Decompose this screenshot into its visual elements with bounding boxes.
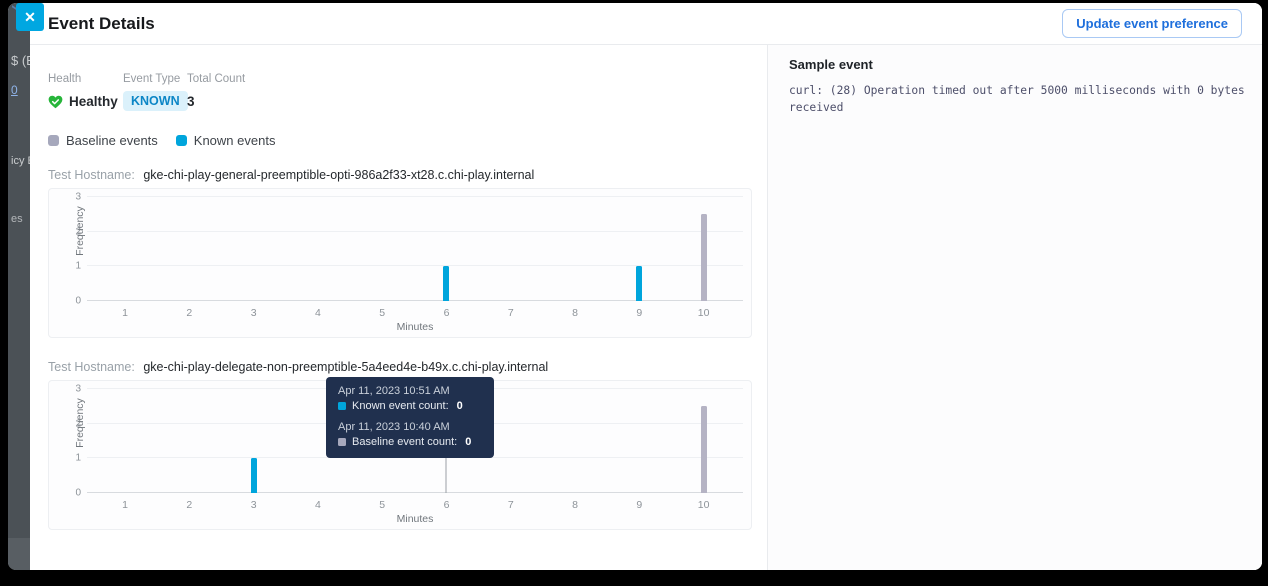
event-details-modal: Event Details Update event preference He… <box>30 3 1262 570</box>
y-axis-tick: 2 <box>75 226 81 238</box>
total-count-value: 3 <box>187 94 195 109</box>
modal-header: Event Details Update event preference <box>30 3 1262 45</box>
gridline <box>87 230 743 232</box>
x-axis-tick: 10 <box>697 499 710 511</box>
total-count-label: Total Count <box>187 73 246 85</box>
y-axis-tick: 3 <box>75 191 81 203</box>
tooltip-timestamp: Apr 11, 2023 10:51 AM <box>338 385 450 397</box>
tooltip-count-row: Baseline event count: 0 <box>338 436 482 448</box>
x-axis-tick: 5 <box>379 307 386 319</box>
health-label: Health <box>48 73 82 85</box>
x-axis-tick: 3 <box>250 499 257 511</box>
close-button[interactable]: ✕ <box>16 3 44 31</box>
bar-known-events[interactable] <box>636 266 643 301</box>
x-axis-tick: 7 <box>507 307 514 319</box>
baseline-swatch-icon <box>48 135 59 146</box>
x-axis-tick: 7 <box>507 499 514 511</box>
sample-event-body: curl: (28) Operation timed out after 500… <box>789 84 1245 114</box>
x-axis-label: Minutes <box>396 513 434 525</box>
gridline <box>87 196 743 197</box>
tooltip-swatch-icon <box>338 402 346 410</box>
x-axis-tick: 2 <box>186 499 193 511</box>
gridline <box>87 265 743 267</box>
known-swatch-icon <box>175 135 187 146</box>
x-axis-tick: 10 <box>697 307 710 319</box>
x-axis-tick: 6 <box>443 499 450 511</box>
backdrop-text-fragment: icy E <box>11 155 30 167</box>
backdrop-block <box>8 538 30 570</box>
legend-label: Known events <box>193 133 276 148</box>
hostname-row-1: Test Hostname: gke-chi-play-general-pree… <box>48 168 755 182</box>
bar-baseline-events[interactable] <box>700 214 707 301</box>
page-title: Event Details <box>48 13 155 33</box>
legend-label: Baseline events <box>66 133 158 148</box>
gridline <box>87 300 743 301</box>
total-count-group: Total Count 3 <box>187 73 245 111</box>
event-type-badge: KNOWN <box>123 91 188 111</box>
tooltip-count-row: Known event count: 0 <box>338 400 482 412</box>
tooltip-count-value: 0 <box>465 436 472 448</box>
hostname-row-2: Test Hostname: gke-chi-play-delegate-non… <box>48 360 755 374</box>
hostname-label: Test Hostname: <box>48 360 135 374</box>
gridline <box>87 492 743 493</box>
x-axis-tick: 8 <box>572 499 578 511</box>
bar-known-events[interactable] <box>250 458 257 493</box>
tooltip-group: Apr 11, 2023 10:51 AM Known event count: 0 <box>338 385 482 412</box>
tooltip-count-label: Known event count: <box>352 400 449 412</box>
y-axis-tick: 3 <box>75 383 81 395</box>
tooltip-count-label: Baseline event count: <box>352 436 458 448</box>
x-axis-tick: 9 <box>636 499 643 511</box>
health-group: Health Healthy <box>48 73 123 111</box>
backdrop-text-fragment: $ (Ex <box>11 53 30 68</box>
legend-item-known: Known events <box>175 133 276 148</box>
x-axis-tick: 5 <box>379 499 386 511</box>
x-axis-tick: 4 <box>314 307 321 319</box>
x-axis-tick: 3 <box>250 307 257 319</box>
tooltip-swatch-icon <box>338 438 346 446</box>
sample-event-title: Sample event <box>789 57 873 72</box>
y-axis-tick: 0 <box>75 487 81 499</box>
dimmed-background-app: $ (Ex 0 icy E es ❯ ❯ ❯ ❯ <box>8 3 30 570</box>
x-axis-tick: 1 <box>122 499 128 511</box>
event-type-group: Event Type KNOWN <box>123 73 188 111</box>
summary-row: Health Healthy Event Type KNOWN <box>48 73 755 111</box>
backdrop-text-fragment: es <box>11 213 23 225</box>
y-axis-label: Frequency <box>74 398 86 448</box>
frequency-chart-1[interactable]: 0 1 2 3 Frequency 1 2 3 4 5 6 7 8 9 10 Minutes <box>48 188 752 338</box>
sample-event-panel: Sample event curl: (28) Operation timed … <box>768 45 1262 570</box>
healthy-heart-icon <box>48 95 63 108</box>
x-axis-label: Minutes <box>396 321 434 333</box>
event-detail-panel: Health Healthy Event Type KNOWN <box>30 45 768 570</box>
y-axis-tick: 1 <box>75 260 81 272</box>
bar-known-events[interactable] <box>443 266 450 301</box>
event-type-label: Event Type <box>123 73 181 85</box>
y-axis-tick: 0 <box>75 295 81 307</box>
frequency-chart-2[interactable]: 0 1 2 3 Frequency 1 2 3 4 5 6 7 8 9 10 Minutes Apr 11, 2… <box>48 377 752 530</box>
tooltip-timestamp: Apr 11, 2023 10:40 AM <box>338 421 450 433</box>
hostname-value: gke-chi-play-delegate-non-preemptible-5a… <box>143 360 549 374</box>
x-axis-tick: 4 <box>314 499 321 511</box>
hostname-value: gke-chi-play-general-preemptible-opti-98… <box>143 168 535 182</box>
plot-area <box>87 196 743 301</box>
close-icon: ✕ <box>24 9 36 25</box>
y-axis-tick: 2 <box>75 418 81 430</box>
x-axis-tick: 8 <box>572 307 578 319</box>
update-event-preference-button[interactable]: Update event preference <box>1062 9 1242 38</box>
backdrop-link-fragment[interactable]: 0 <box>11 83 18 97</box>
bar-baseline-events[interactable] <box>700 406 707 493</box>
chart-legend: Baseline events Known events <box>48 133 755 148</box>
hostname-label: Test Hostname: <box>48 168 135 182</box>
chart-tooltip: Apr 11, 2023 10:51 AM Known event count: 0… <box>326 377 494 458</box>
x-axis-tick: 2 <box>186 307 193 319</box>
x-axis-tick: 6 <box>443 307 450 319</box>
x-axis-tick: 1 <box>122 307 128 319</box>
y-axis-label: Frequency <box>74 206 86 256</box>
tooltip-count-value: 0 <box>456 400 463 412</box>
y-axis-tick: 1 <box>75 452 81 464</box>
health-value: Healthy <box>69 94 118 109</box>
legend-item-baseline: Baseline events <box>48 133 158 148</box>
x-axis-tick: 9 <box>636 307 643 319</box>
app-window: $ (Ex 0 icy E es ❯ ❯ ❯ ❯ ✕ Event Details… <box>8 3 1262 570</box>
tooltip-group: Apr 11, 2023 10:40 AM Baseline event coun… <box>338 421 482 448</box>
